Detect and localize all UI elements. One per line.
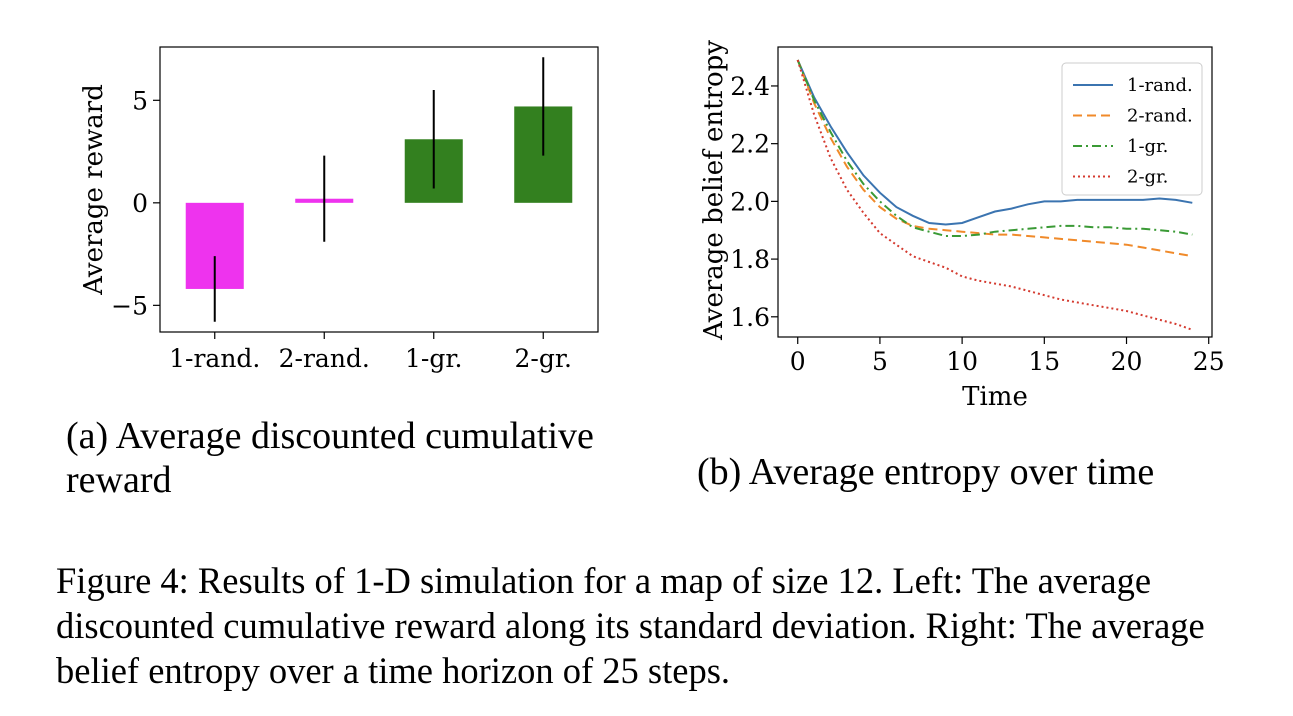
line-chart: 0 5 10 15 20 25 1.6 1.8 2.0 2.2 2.4 Time Average bel… <box>699 40 1225 412</box>
subcaption-a: (a) Average discounted cumulative reward <box>66 415 594 501</box>
x-tick-label: 2-rand. <box>279 344 370 373</box>
y-tick-label: −5 <box>111 291 148 320</box>
y-tick-label: 2.0 <box>730 187 770 216</box>
x-tick-label: 10 <box>946 347 978 376</box>
legend-label-1-gr.: 1-gr. <box>1127 136 1168 157</box>
subcaption-b: (b) Average entropy over time <box>697 451 1155 493</box>
x-tick-label: 25 <box>1193 347 1225 376</box>
series-line-2-rand. <box>796 59 1193 258</box>
bar-chart: 1-rand. 2-rand. 1-gr. 2-gr. −5 0 5 Average rewa… <box>79 46 599 373</box>
legend-label-1-rand.: 1-rand. <box>1127 75 1193 96</box>
legend-label-2-rand.: 2-rand. <box>1127 106 1193 127</box>
series-line-1-gr. <box>796 59 1193 237</box>
x-axis-label: Time <box>962 382 1028 412</box>
plot-frame <box>159 46 599 333</box>
x-tick-label: 0 <box>790 347 806 376</box>
plot-frame <box>777 46 1213 338</box>
y-tick-label: 1.6 <box>730 303 770 332</box>
x-tick-label: 1-gr. <box>405 344 463 373</box>
x-tick-label: 20 <box>1111 347 1143 376</box>
y-axis-label: Average belief entropy <box>699 40 729 341</box>
y-tick-label: 2.2 <box>730 130 770 159</box>
series-line-2-gr. <box>796 59 1193 331</box>
y-axis-label: Average reward <box>79 84 109 296</box>
x-tick-label: 15 <box>1028 347 1060 376</box>
y-tick-label: 0 <box>132 189 148 218</box>
y-tick-label: 1.8 <box>730 245 770 274</box>
x-tick-label: 2-gr. <box>514 344 572 373</box>
x-tick-label: 5 <box>872 347 888 376</box>
series-line-1-rand. <box>796 59 1193 226</box>
y-tick-label: 2.4 <box>730 72 770 101</box>
y-tick-label: 5 <box>132 86 148 115</box>
x-tick-label: 1-rand. <box>169 344 260 373</box>
figure-caption: Figure 4: Results of 1-D simulation for … <box>56 560 1205 691</box>
legend: 1-rand. 2-rand. 1-gr. 2-gr. <box>1061 62 1203 196</box>
legend-label-2-gr.: 2-gr. <box>1127 167 1168 188</box>
legend-frame <box>1061 62 1203 196</box>
